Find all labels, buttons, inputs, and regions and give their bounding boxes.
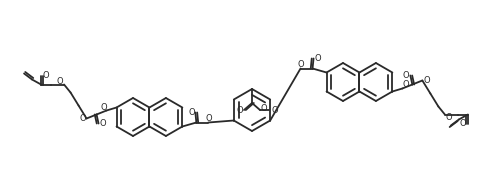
Text: O: O [446, 113, 452, 122]
Text: O: O [205, 114, 212, 123]
Text: O: O [100, 103, 107, 112]
Text: O: O [79, 114, 86, 123]
Text: O: O [297, 60, 304, 69]
Text: O: O [261, 103, 267, 112]
Text: O: O [43, 71, 49, 80]
Text: O: O [402, 80, 408, 89]
Text: O: O [237, 105, 243, 115]
Text: O: O [402, 71, 408, 80]
Text: O: O [57, 77, 63, 86]
Text: O: O [99, 119, 106, 128]
Text: O: O [460, 119, 466, 128]
Text: O: O [423, 76, 430, 85]
Text: O: O [272, 105, 278, 115]
Text: O: O [188, 108, 195, 117]
Text: O: O [314, 54, 321, 63]
